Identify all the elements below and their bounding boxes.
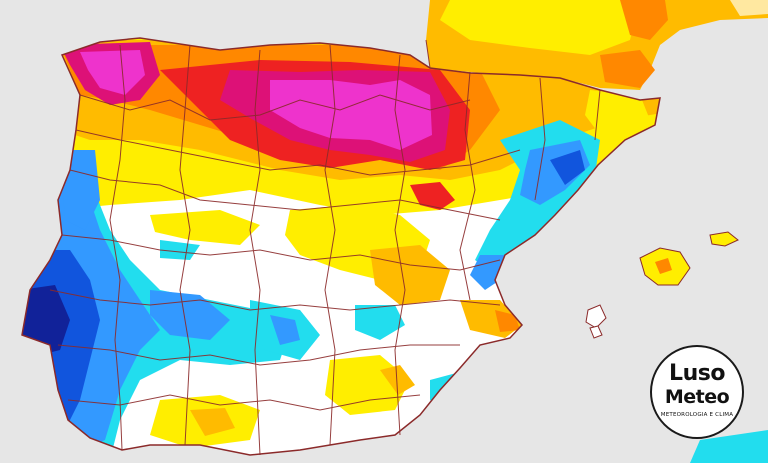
logo-line-1: Luso [669,361,725,386]
balearic-islands [585,231,739,339]
north-africa-region [690,430,768,463]
lusometeo-logo: Luso Meteo METEOROLOGIA E CLIMA [650,345,744,439]
logo-tagline: METEOROLOGIA E CLIMA [660,412,734,418]
region-borders [49,39,601,456]
iberian-peninsula [21,37,661,456]
france-region [426,0,768,90]
logo-line-2: Meteo [664,386,730,408]
coastline [21,37,661,456]
